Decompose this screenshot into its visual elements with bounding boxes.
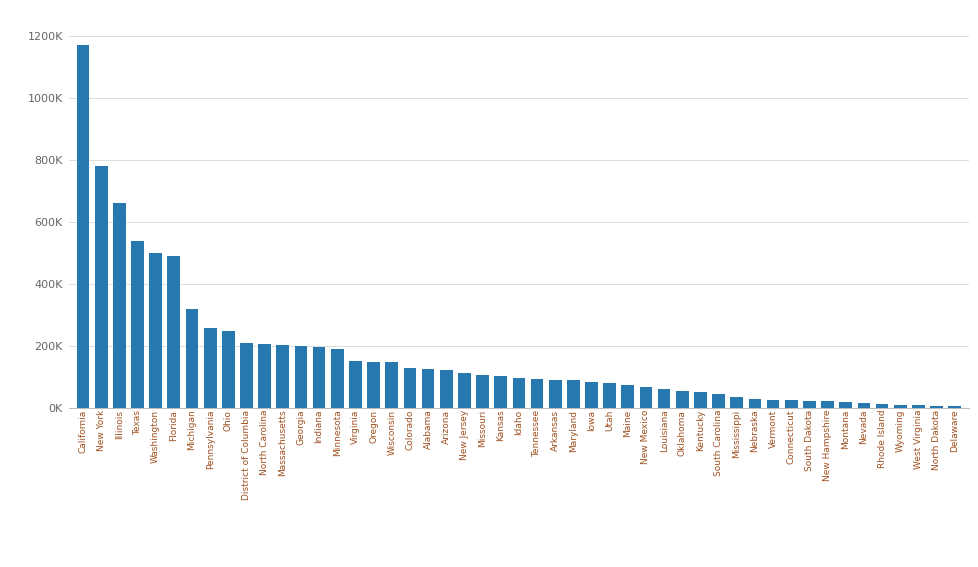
- Bar: [693, 392, 706, 408]
- Bar: [893, 405, 906, 408]
- Bar: [331, 349, 343, 408]
- Bar: [857, 403, 869, 408]
- Bar: [95, 166, 108, 408]
- Bar: [766, 400, 778, 408]
- Bar: [929, 406, 942, 408]
- Bar: [475, 375, 488, 408]
- Bar: [439, 370, 452, 408]
- Bar: [203, 328, 216, 408]
- Bar: [385, 362, 398, 408]
- Bar: [821, 401, 833, 408]
- Bar: [802, 401, 815, 408]
- Bar: [258, 344, 271, 408]
- Bar: [131, 240, 144, 408]
- Bar: [748, 399, 761, 408]
- Bar: [675, 391, 688, 408]
- Bar: [150, 253, 162, 408]
- Bar: [276, 345, 289, 408]
- Bar: [621, 384, 634, 408]
- Bar: [657, 389, 670, 408]
- Bar: [784, 400, 797, 408]
- Bar: [566, 380, 579, 408]
- Bar: [911, 405, 924, 408]
- Bar: [730, 397, 742, 408]
- Bar: [112, 204, 125, 408]
- Bar: [874, 404, 887, 408]
- Bar: [948, 407, 960, 408]
- Bar: [349, 361, 362, 408]
- Bar: [639, 387, 651, 408]
- Bar: [422, 370, 434, 408]
- Bar: [222, 331, 235, 408]
- Bar: [76, 45, 89, 408]
- Bar: [240, 343, 252, 408]
- Bar: [167, 256, 180, 408]
- Bar: [512, 378, 524, 408]
- Bar: [838, 402, 851, 408]
- Bar: [312, 348, 325, 408]
- Bar: [585, 383, 598, 408]
- Bar: [294, 346, 307, 408]
- Bar: [403, 368, 416, 408]
- Bar: [367, 362, 379, 408]
- Bar: [458, 374, 470, 408]
- Bar: [494, 376, 507, 408]
- Bar: [530, 379, 543, 408]
- Bar: [186, 309, 199, 408]
- Bar: [602, 383, 615, 408]
- Bar: [549, 380, 561, 408]
- Bar: [712, 393, 725, 408]
